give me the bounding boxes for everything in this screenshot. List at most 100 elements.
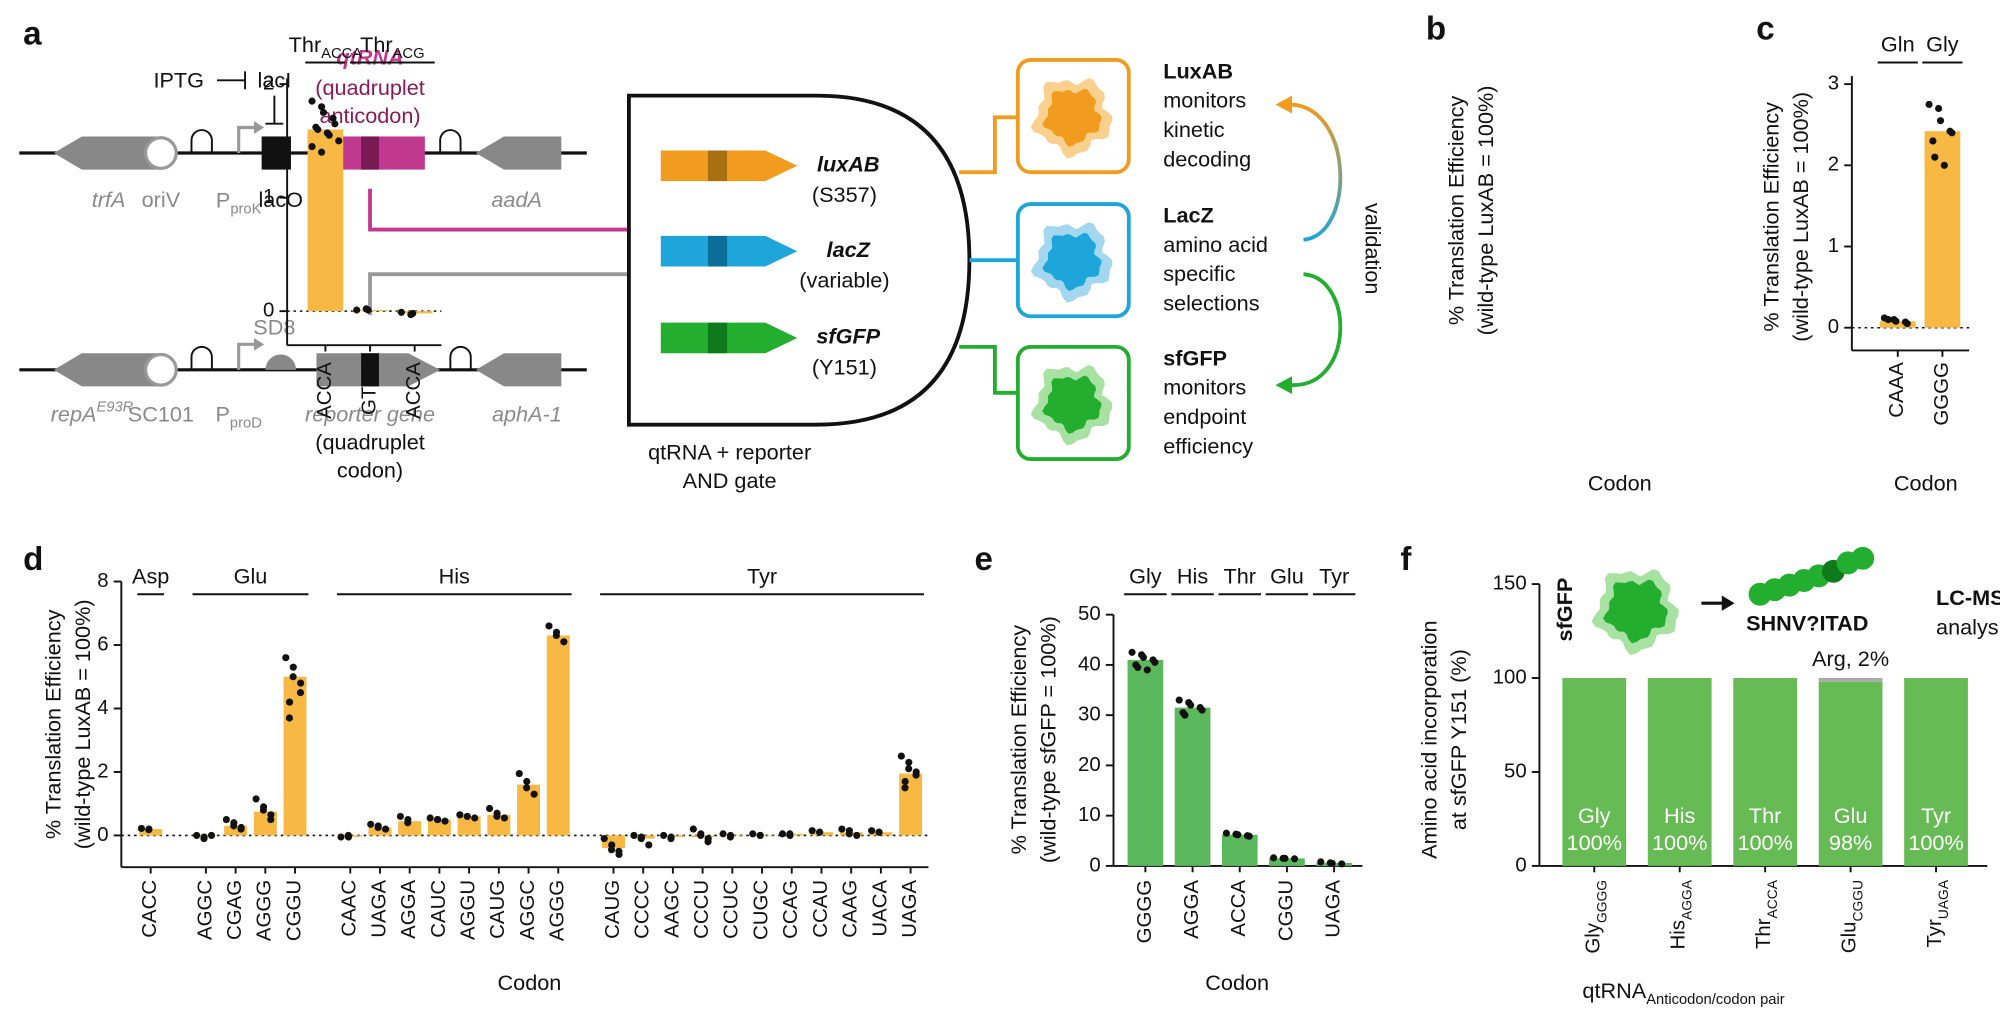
data-point <box>1222 829 1230 837</box>
diagram-text: AND gate <box>683 468 777 493</box>
diagram-text-main: repA <box>51 401 97 426</box>
quadruplet-site <box>707 322 728 354</box>
quadruplet-site <box>707 235 728 267</box>
y-tick-label: 3 <box>1828 73 1839 95</box>
y-tick-label: 8 <box>97 570 108 592</box>
diagram-text: lacO <box>258 187 303 212</box>
data-point <box>367 820 375 828</box>
data-point <box>1187 701 1195 709</box>
bar-label: Glu <box>1834 803 1868 828</box>
y-tick-label: 50 <box>1504 760 1527 782</box>
gene-arrow <box>660 322 798 354</box>
data-point <box>381 825 390 833</box>
terminator <box>190 345 213 370</box>
x-tick-label: CAAA <box>1886 362 1908 418</box>
x-tick-label: CAAC <box>339 880 361 937</box>
diagram-text: qtRNA + reporter <box>648 440 811 465</box>
x-tick-label-main: Tyr <box>1924 919 1946 948</box>
y-axis-label: (wild-type LuxAB = 100%) <box>1788 92 1813 342</box>
gene-name: sfGFP <box>816 324 880 349</box>
arrow-head <box>1275 376 1293 395</box>
connector <box>959 115 1018 175</box>
x-tick-label: UAGA <box>899 880 921 938</box>
data-point <box>1151 658 1159 666</box>
plasmid-lines <box>19 151 587 372</box>
data-point <box>845 830 853 838</box>
x-tick-label: CCCC <box>632 880 654 939</box>
x-tick-label: UAGA <box>1323 880 1345 938</box>
readout-name: LacZ <box>1163 203 1214 228</box>
readout-text: specific <box>1163 261 1235 286</box>
group-label: Tyr <box>1319 563 1349 588</box>
diagram-text: lacI <box>258 67 292 92</box>
data-point <box>689 825 697 833</box>
data-point <box>374 823 382 832</box>
x-tick-label: AGGU <box>458 880 480 940</box>
data-point <box>1892 317 1900 325</box>
protein <box>1042 232 1102 291</box>
data-point <box>364 306 372 314</box>
panel-label: b <box>1426 10 1446 47</box>
data-point <box>530 790 538 798</box>
y-axis-label: (wild-type LuxAB = 100%) <box>70 599 95 849</box>
y-tick-label: 2 <box>97 760 108 782</box>
data-point <box>778 830 787 838</box>
diagram-text: repAE93R <box>51 400 134 427</box>
panel-label: d <box>23 541 43 578</box>
x-axis-label: Codon <box>1205 970 1269 995</box>
group-label-sub: ACG <box>393 46 425 62</box>
bar <box>1174 707 1211 866</box>
y-tick-label: 10 <box>1078 804 1101 826</box>
gene-site: (S357) <box>812 182 877 207</box>
x-axis-label: Codon <box>1588 470 1652 495</box>
x-tick-label: CAUG <box>487 880 509 939</box>
data-point <box>267 815 275 824</box>
gene-arrow <box>475 136 562 170</box>
gene-name: luxAB <box>817 152 880 177</box>
y-tick-label: 0 <box>263 300 274 322</box>
data-point <box>318 103 326 111</box>
group-label: Glu <box>234 563 268 588</box>
y-axis-label: % Translation Efficiency <box>41 609 66 839</box>
diagram-text: aphA-1 <box>492 401 562 426</box>
data-point <box>500 814 508 822</box>
y-tick-label: 2 <box>263 72 274 94</box>
x-tick-label: AGGA <box>398 880 420 939</box>
x-tick-label: CGGU <box>1275 880 1297 941</box>
data-point <box>289 663 297 671</box>
data-point <box>615 847 623 855</box>
data-point <box>1936 117 1945 125</box>
y-axis-label: at sfGFP Y151 (%) <box>1446 649 1471 830</box>
y-tick-label: 20 <box>1078 754 1101 776</box>
gene-arrow <box>475 353 562 387</box>
data-point <box>1143 666 1151 674</box>
data-point <box>397 308 405 316</box>
inset-method: analysis <box>1936 614 2000 639</box>
arrow-head <box>1721 595 1735 611</box>
data-point <box>325 131 333 139</box>
data-point <box>630 831 638 840</box>
terminator <box>190 129 213 154</box>
inset-protein: sfGFP <box>1552 578 1577 642</box>
x-tick-label: GluCGGU <box>1839 880 1865 953</box>
readout-text: monitors <box>1163 375 1246 400</box>
data-point <box>1175 696 1183 704</box>
data-point <box>409 309 417 317</box>
readout-text: efficiency <box>1163 433 1253 458</box>
bar <box>1818 681 1883 866</box>
connector <box>368 272 629 315</box>
value-label: 100% <box>1652 830 1707 855</box>
data-point <box>297 679 305 687</box>
readout-name: LuxAB <box>1163 58 1233 83</box>
diagram-text: trfA <box>92 187 126 212</box>
group-label: ThrACCA <box>289 32 363 62</box>
value-label: 100% <box>1737 830 1792 855</box>
diagram-text-sup: E93R <box>96 400 133 416</box>
data-point <box>1234 831 1242 839</box>
data-point <box>1270 854 1278 862</box>
data-point <box>137 824 145 833</box>
data-point <box>1925 100 1933 108</box>
validation-arrow <box>1290 102 1343 242</box>
data-point <box>875 828 883 836</box>
